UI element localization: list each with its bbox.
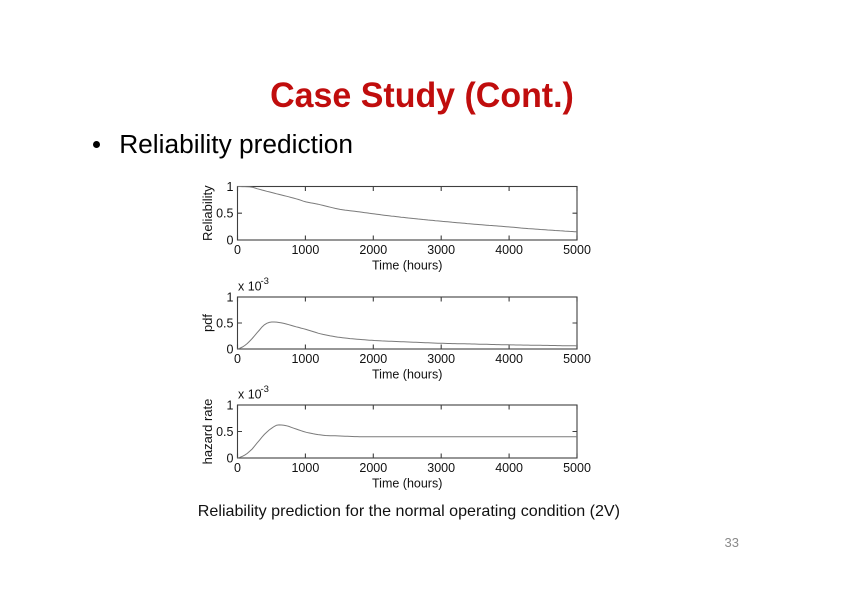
svg-text:Time (hours): Time (hours) (372, 259, 442, 273)
svg-text:3000: 3000 (427, 461, 455, 475)
svg-text:3000: 3000 (427, 243, 455, 257)
svg-text:-3: -3 (261, 384, 269, 395)
svg-text:1: 1 (227, 290, 234, 304)
svg-text:x 10: x 10 (238, 388, 262, 402)
svg-text:1000: 1000 (291, 461, 319, 475)
svg-text:Time (hours): Time (hours) (372, 477, 442, 491)
svg-text:1000: 1000 (291, 352, 319, 366)
svg-text:hazard rate: hazard rate (200, 399, 215, 465)
svg-text:Time (hours): Time (hours) (372, 368, 442, 382)
svg-text:4000: 4000 (495, 352, 523, 366)
svg-text:2000: 2000 (359, 461, 387, 475)
svg-text:Reliability: Reliability (200, 185, 215, 241)
svg-text:0.5: 0.5 (216, 425, 233, 439)
svg-text:x 10: x 10 (238, 280, 262, 294)
svg-text:0: 0 (234, 243, 241, 257)
svg-text:1: 1 (227, 180, 234, 194)
svg-text:3000: 3000 (427, 352, 455, 366)
svg-text:2000: 2000 (359, 243, 387, 257)
svg-text:-3: -3 (261, 276, 269, 287)
svg-text:0: 0 (234, 461, 241, 475)
svg-text:0: 0 (227, 342, 234, 356)
svg-text:4000: 4000 (495, 461, 523, 475)
svg-text:1: 1 (227, 398, 234, 412)
svg-text:pdf: pdf (200, 314, 215, 332)
svg-text:0: 0 (234, 352, 241, 366)
svg-text:0: 0 (227, 233, 234, 247)
svg-text:0.5: 0.5 (216, 207, 233, 221)
svg-text:0: 0 (227, 451, 234, 465)
svg-text:5000: 5000 (563, 461, 591, 475)
svg-text:5000: 5000 (563, 243, 591, 257)
svg-text:5000: 5000 (563, 352, 591, 366)
svg-text:4000: 4000 (495, 243, 523, 257)
svg-text:1000: 1000 (291, 243, 319, 257)
svg-text:2000: 2000 (359, 352, 387, 366)
svg-text:0.5: 0.5 (216, 316, 233, 330)
